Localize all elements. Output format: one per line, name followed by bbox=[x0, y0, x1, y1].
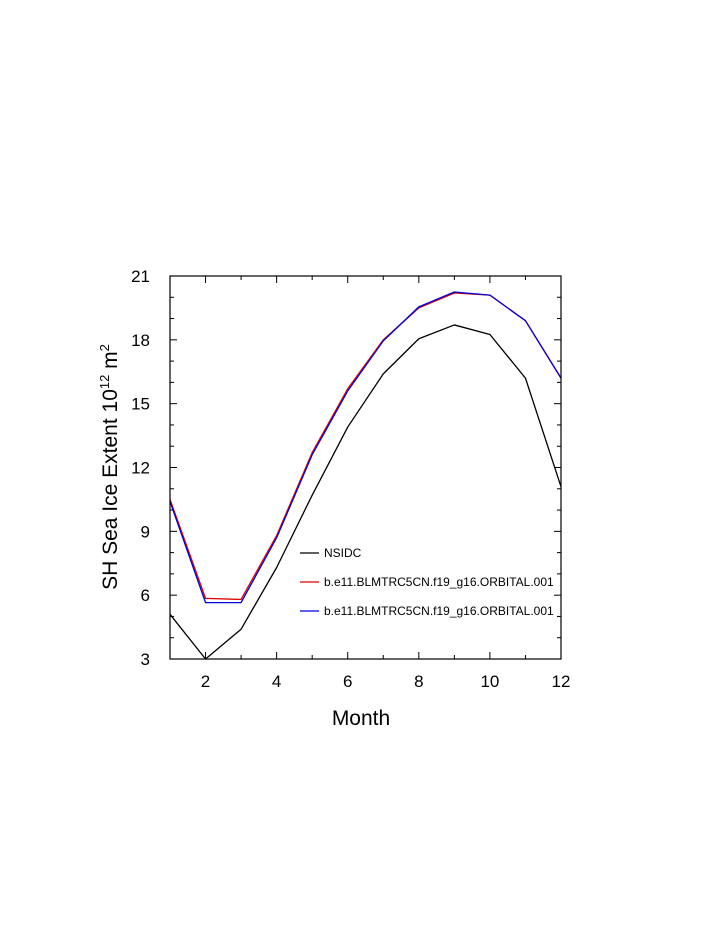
y-tick-label: 21 bbox=[131, 267, 150, 286]
legend-label: b.e11.BLMTRC5CN.f19_g16.ORBITAL.001 bbox=[324, 575, 554, 589]
y-tick-label: 3 bbox=[141, 650, 150, 669]
axis-ticks bbox=[169, 275, 562, 660]
tick-labels: 2 4 6 8 10 12 3 6 9 12 15 18 21 bbox=[131, 267, 570, 691]
y-axis-title-prefix: SH Sea Ice Extent 10 bbox=[99, 389, 122, 590]
legend-label: NSIDC bbox=[324, 546, 362, 560]
y-axis-title: SH Sea Ice Extent 1012 m2 bbox=[97, 344, 122, 590]
series-lines bbox=[169, 291, 562, 660]
x-tick-label: 10 bbox=[480, 672, 499, 691]
series-line-3 bbox=[169, 291, 562, 604]
legend-label: b.e11.BLMTRC5CN.f19_g16.ORBITAL.001 bbox=[324, 604, 554, 618]
x-axis-title: Month bbox=[332, 707, 390, 730]
x-tick-label: 2 bbox=[201, 672, 210, 691]
y-axis-title-unit-exponent: 2 bbox=[97, 344, 112, 351]
series-line-2 bbox=[169, 292, 562, 601]
y-tick-label: 18 bbox=[131, 331, 150, 350]
x-tick-label: 6 bbox=[343, 672, 352, 691]
y-tick-label: 9 bbox=[141, 522, 150, 541]
y-axis-title-unit: m bbox=[99, 351, 122, 374]
x-tick-label: 4 bbox=[272, 672, 281, 691]
y-tick-label: 15 bbox=[131, 395, 150, 414]
plot-frame bbox=[169, 275, 562, 660]
y-tick-label: 12 bbox=[131, 459, 150, 478]
x-tick-label: 8 bbox=[414, 672, 423, 691]
x-tick-label: 12 bbox=[552, 672, 571, 691]
series-line-1 bbox=[169, 324, 562, 660]
legend: NSIDC b.e11.BLMTRC5CN.f19_g16.ORBITAL.001… bbox=[300, 546, 554, 618]
y-axis-title-exponent: 12 bbox=[97, 375, 112, 389]
y-tick-label: 6 bbox=[141, 586, 150, 605]
